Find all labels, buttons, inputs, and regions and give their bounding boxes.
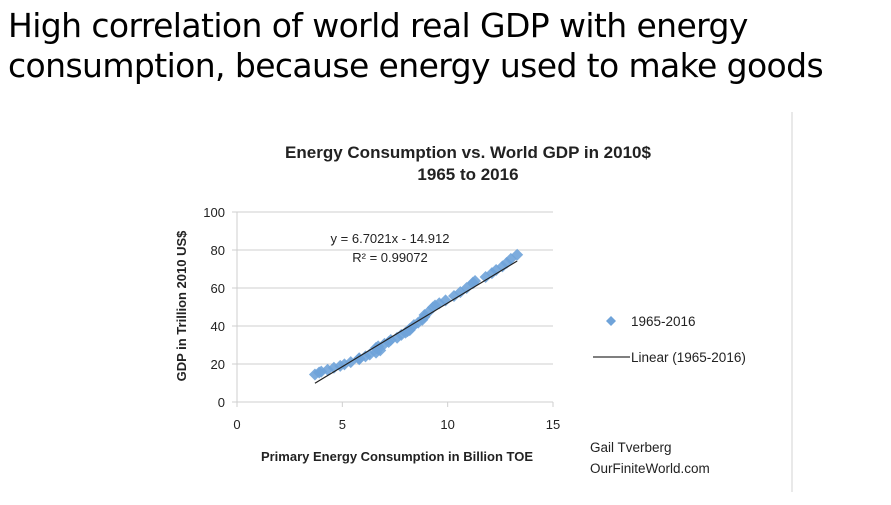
- legend-series-label: 1965-2016: [631, 314, 696, 329]
- y-axis-label: GDP in Trillion 2010 US$: [174, 230, 189, 382]
- credit-author: Gail Tverberg: [590, 440, 672, 455]
- data-point: [511, 248, 524, 261]
- trendline: [314, 260, 518, 384]
- x-tick-label: 10: [440, 417, 454, 432]
- slide-title: High correlation of world real GDP with …: [8, 6, 824, 86]
- y-tick-label: 80: [211, 243, 225, 258]
- y-tick-label: 40: [211, 319, 225, 334]
- x-tick-label: 15: [546, 417, 560, 432]
- slide-title-line-2: consumption, because energy used to make…: [8, 46, 824, 85]
- trendline-equation: y = 6.7021x - 14.912: [331, 231, 450, 246]
- x-tick-label: 5: [339, 417, 346, 432]
- legend-diamond-icon: [606, 316, 616, 326]
- chart-title-line-1: Energy Consumption vs. World GDP in 2010…: [285, 143, 651, 162]
- trendline-r-squared: R² = 0.99072: [352, 250, 428, 265]
- data-point: [439, 294, 452, 307]
- x-tick-label: 0: [233, 417, 240, 432]
- y-tick-labels: 0 20 40 60 80 100: [203, 205, 225, 410]
- chart-title-line-2: 1965 to 2016: [417, 165, 518, 184]
- credit-site: OurFiniteWorld.com: [590, 461, 710, 476]
- legend: 1965-2016 Linear (1965-2016): [593, 314, 746, 365]
- slide-title-line-1: High correlation of world real GDP with …: [8, 6, 748, 45]
- x-tick-labels: 0 5 10 15: [233, 417, 560, 432]
- x-axis-label: Primary Energy Consumption in Billion TO…: [261, 449, 533, 464]
- y-tick-label: 20: [211, 357, 225, 372]
- gridlines: [232, 211, 554, 407]
- data-point: [504, 252, 517, 265]
- y-tick-label: 0: [218, 395, 225, 410]
- legend-trendline-label: Linear (1965-2016): [631, 350, 746, 365]
- data-points: [308, 248, 524, 381]
- y-tick-label: 60: [211, 281, 225, 296]
- y-tick-label: 100: [203, 205, 225, 220]
